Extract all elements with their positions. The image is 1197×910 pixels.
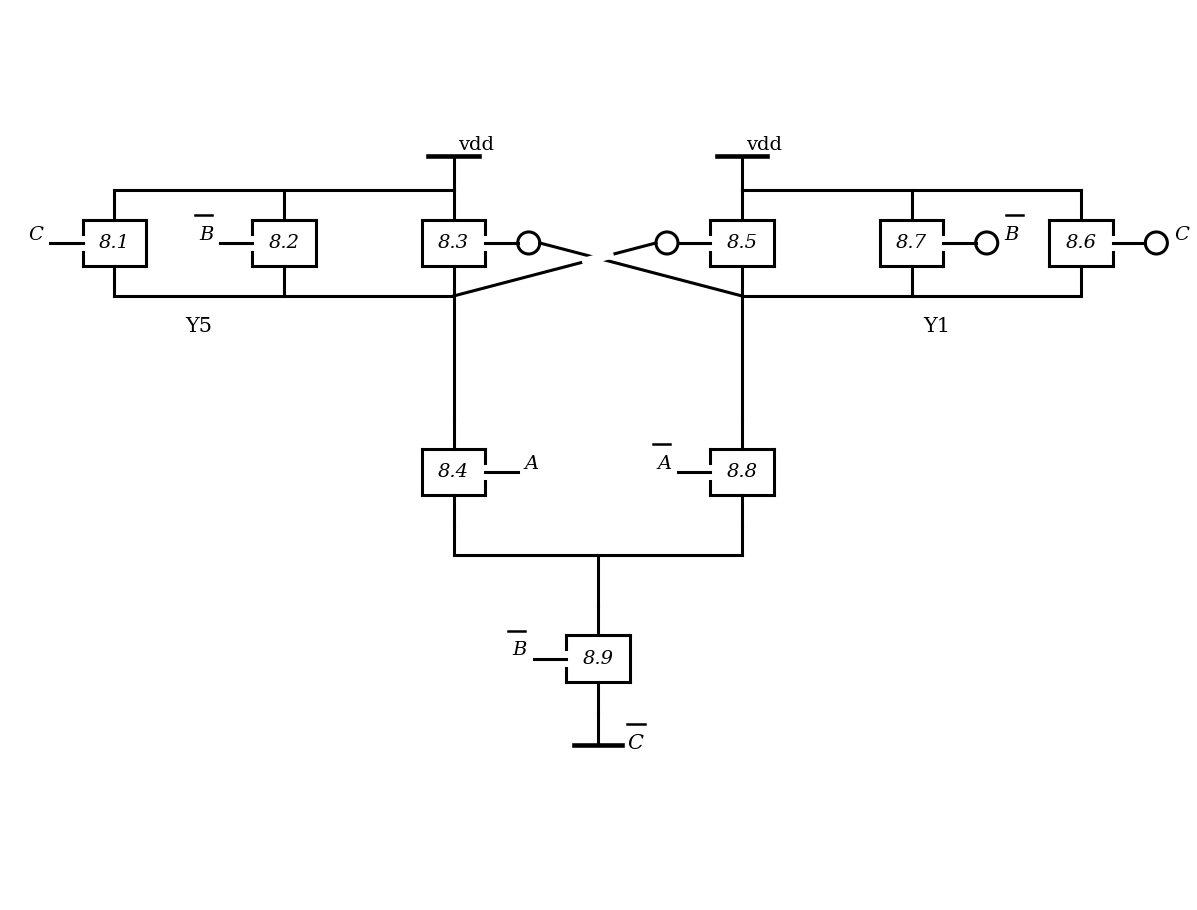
- Text: B: B: [1004, 226, 1019, 244]
- Text: 8.2: 8.2: [268, 234, 299, 252]
- Text: vdd: vdd: [746, 136, 783, 155]
- Text: B: B: [512, 642, 527, 659]
- Text: 8.5: 8.5: [727, 234, 758, 252]
- Text: C: C: [29, 226, 43, 244]
- Text: A: A: [657, 455, 672, 472]
- Text: C: C: [1174, 226, 1189, 244]
- Text: Y5: Y5: [186, 318, 213, 336]
- Text: C: C: [627, 733, 644, 753]
- Text: 8.8: 8.8: [727, 463, 758, 481]
- Text: Y1: Y1: [924, 318, 950, 336]
- Text: vdd: vdd: [458, 136, 494, 155]
- Text: 8.1: 8.1: [99, 234, 130, 252]
- Text: A: A: [524, 455, 539, 472]
- Text: 8.7: 8.7: [897, 234, 928, 252]
- Text: 8.6: 8.6: [1065, 234, 1096, 252]
- Text: 8.4: 8.4: [438, 463, 469, 481]
- Text: 8.3: 8.3: [438, 234, 469, 252]
- Text: 8.9: 8.9: [583, 650, 613, 668]
- Text: B: B: [199, 226, 213, 244]
